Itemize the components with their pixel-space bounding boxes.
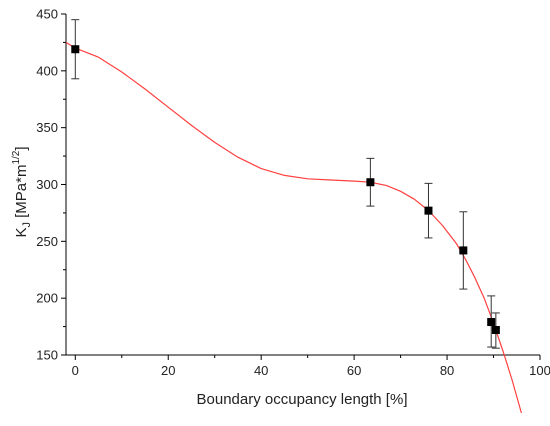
x-tick-label: 80 bbox=[440, 363, 454, 378]
data-point bbox=[487, 295, 496, 348]
y-axis-title-superscript: 1/2 bbox=[11, 150, 22, 164]
x-tick-label: 60 bbox=[347, 363, 361, 378]
square-marker bbox=[487, 318, 496, 327]
square-marker bbox=[424, 206, 433, 215]
data-point bbox=[366, 157, 375, 207]
y-axis-title-unit-prefix: [MPa*m bbox=[13, 165, 30, 223]
axis-labels: Boundary occupancy length [%] KJ [MPa*m1… bbox=[11, 146, 407, 408]
y-tick-label: 450 bbox=[36, 7, 58, 22]
y-tick-label: 400 bbox=[36, 63, 58, 78]
y-tick-label: 250 bbox=[36, 234, 58, 249]
square-marker bbox=[459, 246, 468, 255]
fit-curve-group bbox=[66, 41, 522, 414]
x-tick-label: 0 bbox=[72, 363, 79, 378]
y-tick-label: 200 bbox=[36, 291, 58, 306]
data-point bbox=[71, 19, 80, 80]
x-tick-label: 40 bbox=[254, 363, 268, 378]
axes: 0 20 40 60 80 100 150 200 250 300 350 400 450 bbox=[36, 7, 550, 379]
square-marker bbox=[491, 325, 500, 334]
square-marker bbox=[71, 45, 80, 54]
x-axis-title: Boundary occupancy length [%] bbox=[197, 391, 408, 408]
y-axis-title-base: K bbox=[13, 228, 30, 238]
square-marker bbox=[366, 178, 375, 187]
fit-curve-line bbox=[66, 41, 522, 414]
y-axis-title-unit-suffix: ] bbox=[13, 146, 30, 150]
data-point bbox=[459, 211, 468, 290]
data-points-group bbox=[71, 19, 500, 349]
x-tick-label: 20 bbox=[161, 363, 175, 378]
x-tick-label: 100 bbox=[529, 363, 550, 378]
y-tick-label: 150 bbox=[36, 348, 58, 363]
data-point bbox=[491, 312, 500, 349]
y-tick-label: 300 bbox=[36, 177, 58, 192]
y-axis-title-subscript: J bbox=[21, 222, 33, 228]
y-axis-title: KJ [MPa*m1/2] bbox=[11, 146, 33, 237]
y-tick-label: 350 bbox=[36, 120, 58, 135]
data-point bbox=[424, 182, 433, 239]
